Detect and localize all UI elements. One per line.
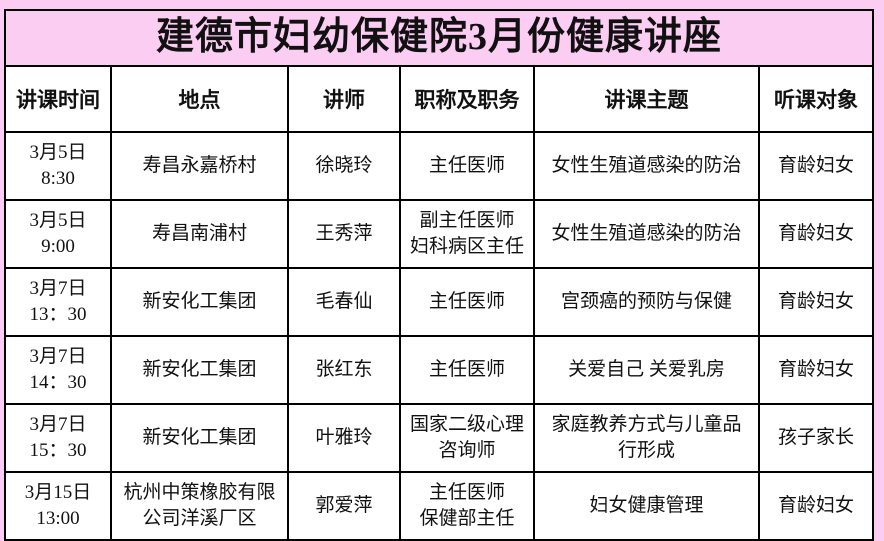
- table-cell: 妇女健康管理: [533, 471, 760, 541]
- table-row: 3月5日 9:00 寿昌南浦村 王秀萍 副主任医师 妇科病区主任 女性生殖道感染的防治育…: [4, 199, 875, 269]
- table-cell: 毛春仙: [287, 267, 401, 337]
- table-row: 3月5日 8:30 寿昌永嘉桥村 徐晓玲 主任医师 女性生殖道感染的防治 育龄妇女: [4, 131, 875, 201]
- column-header-2: 讲师: [287, 65, 401, 133]
- table-row: 3月7日 15：30 新安化工集团 叶雅玲 国家二级心理 咨询师 家庭教养方式与儿童品 …: [4, 403, 875, 473]
- table-row: 3月15日 13:00 杭州中策橡胶有限 公司洋溪厂区 郭爱萍 主任医师 保健部主任妇…: [4, 471, 875, 541]
- table-cell: 育龄妇女: [757, 131, 875, 201]
- table-cell: 叶雅玲: [287, 403, 401, 473]
- table-cell: 寿昌南浦村: [110, 199, 289, 269]
- table-cell: 宫颈癌的预防与保健: [533, 267, 760, 337]
- table-cell: 关爱自己 关爱乳房: [533, 335, 760, 405]
- table-cell: 育龄妇女: [757, 199, 875, 269]
- title-row: 建德市妇幼保健院3月份健康讲座: [3, 9, 875, 67]
- column-header-0: 讲课时间: [4, 65, 112, 133]
- table-cell: 主任医师: [399, 335, 535, 405]
- schedule-table: 建德市妇幼保健院3月份健康讲座 讲课时间 地点 讲师 职称及职务 讲课主题 听课对象 3月…: [3, 9, 875, 541]
- table-cell: 3月15日 13:00: [4, 471, 112, 541]
- table-row: 3月7日 13：30 新安化工集团 毛春仙 主任医师 宫颈癌的预防与保健 育龄妇女: [4, 267, 875, 337]
- table-cell: 3月7日 15：30: [4, 403, 112, 473]
- table-cell: 杭州中策橡胶有限 公司洋溪厂区: [110, 471, 289, 541]
- table-cell: 新安化工集团: [110, 267, 289, 337]
- column-header-5: 听课对象: [757, 65, 875, 133]
- table-cell: 副主任医师 妇科病区主任: [399, 199, 535, 269]
- table-cell: 王秀萍: [287, 199, 401, 269]
- table-row: 3月7日 14：30 新安化工集团 张红东 主任医师 关爱自己 关爱乳房 育龄妇女: [4, 335, 875, 405]
- header-row: 讲课时间 地点 讲师 职称及职务 讲课主题 听课对象: [4, 65, 875, 133]
- column-header-3: 职称及职务: [399, 65, 535, 133]
- table-cell: 3月7日 14：30: [4, 335, 112, 405]
- table-cell: 主任医师: [399, 131, 535, 201]
- table-cell: 新安化工集团: [110, 403, 289, 473]
- table-cell: 新安化工集团: [110, 335, 289, 405]
- table-cell: 育龄妇女: [757, 335, 875, 405]
- table-cell: 主任医师: [399, 267, 535, 337]
- table-cell: 3月5日 9:00: [4, 199, 112, 269]
- table-cell: 女性生殖道感染的防治: [533, 131, 760, 201]
- column-header-1: 地点: [110, 65, 289, 133]
- table-cell: 主任医师 保健部主任: [399, 471, 535, 541]
- table-cell: 3月7日 13：30: [4, 267, 112, 337]
- table-cell: 徐晓玲: [287, 131, 401, 201]
- table-cell: 家庭教养方式与儿童品 行形成: [533, 403, 760, 473]
- table-cell: 3月5日 8:30: [4, 131, 112, 201]
- table-cell: 孩子家长: [757, 403, 875, 473]
- table-cell: 国家二级心理 咨询师: [399, 403, 535, 473]
- column-header-4: 讲课主题: [533, 65, 760, 133]
- table-cell: 女性生殖道感染的防治: [533, 199, 760, 269]
- page-title: 建德市妇幼保健院3月份健康讲座: [3, 9, 875, 67]
- table-cell: 育龄妇女: [757, 471, 875, 541]
- table-cell: 郭爱萍: [287, 471, 401, 541]
- table-cell: 寿昌永嘉桥村: [110, 131, 289, 201]
- table-cell: 育龄妇女: [757, 267, 875, 337]
- table-cell: 张红东: [287, 335, 401, 405]
